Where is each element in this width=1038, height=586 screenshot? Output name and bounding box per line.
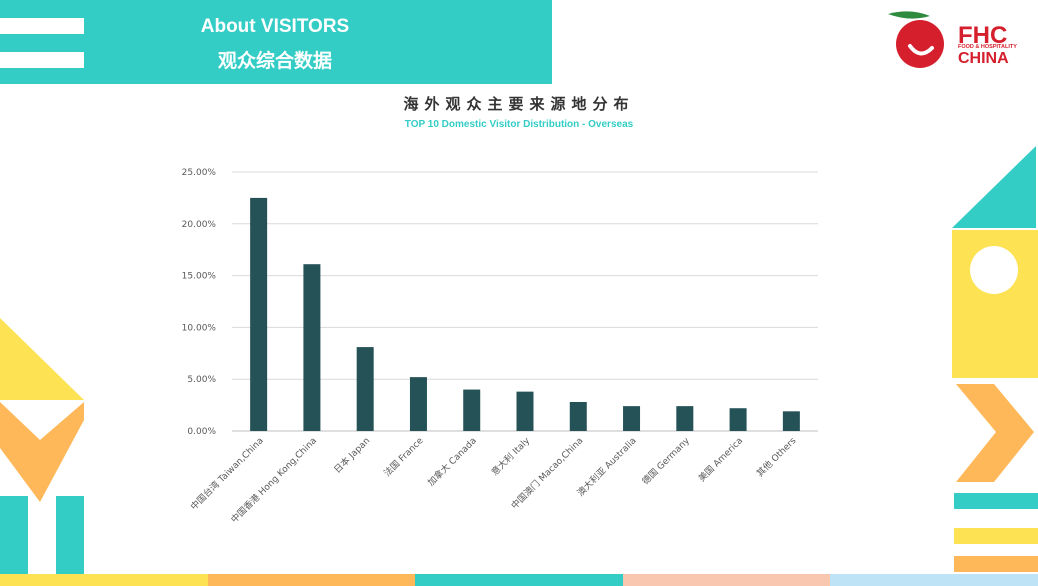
y-tick-label: 10.00%	[182, 323, 217, 333]
y-tick-label: 5.00%	[187, 375, 216, 385]
chart-subtitle: TOP 10 Domestic Visitor Distribution - O…	[404, 119, 634, 130]
header-stripe	[0, 18, 84, 34]
bar	[409, 377, 427, 431]
x-tick-label: 加拿大 Canada	[425, 435, 479, 489]
bar	[623, 406, 641, 431]
x-tick-label: 美国 America	[696, 435, 745, 484]
x-tick-label: 其他 Others	[754, 434, 799, 479]
chart-title: 海外观众主要来源地分布	[403, 95, 635, 113]
header-band	[0, 0, 552, 84]
bar	[516, 391, 534, 431]
logo-main: FHC	[958, 22, 1008, 49]
header-stripe	[0, 52, 84, 68]
header-title-en: About VISITORS	[200, 16, 350, 37]
x-tick-label: 德国 Germany	[639, 434, 692, 487]
logo-sub: FOOD & HOSPITALITY	[958, 44, 1017, 50]
logo-china: CHINA	[958, 50, 1009, 67]
x-tick-label: 法国 France	[381, 434, 426, 479]
bar	[676, 406, 694, 431]
x-tick-label: 意大利 Italy	[489, 434, 533, 478]
bar	[250, 197, 268, 431]
footer-strip	[0, 574, 1038, 586]
right-decoration	[952, 146, 1038, 572]
y-tick-label: 0.00%	[187, 427, 216, 437]
bar	[569, 401, 587, 431]
left-decoration	[0, 318, 84, 574]
x-tick-label: 日本 Japan	[331, 435, 372, 476]
apple-logo-icon	[888, 11, 944, 68]
y-tick-label: 20.00%	[182, 220, 217, 230]
bar	[729, 408, 747, 431]
bar	[356, 347, 374, 431]
y-tick-label: 25.00%	[182, 168, 217, 178]
y-tick-label: 15.00%	[182, 272, 217, 282]
bar	[303, 264, 321, 431]
bar	[463, 389, 481, 431]
header-title-cn: 观众综合数据	[217, 51, 332, 72]
x-tick-label: 中国香港 Hong Kong,China	[228, 435, 319, 526]
bar	[782, 411, 800, 431]
